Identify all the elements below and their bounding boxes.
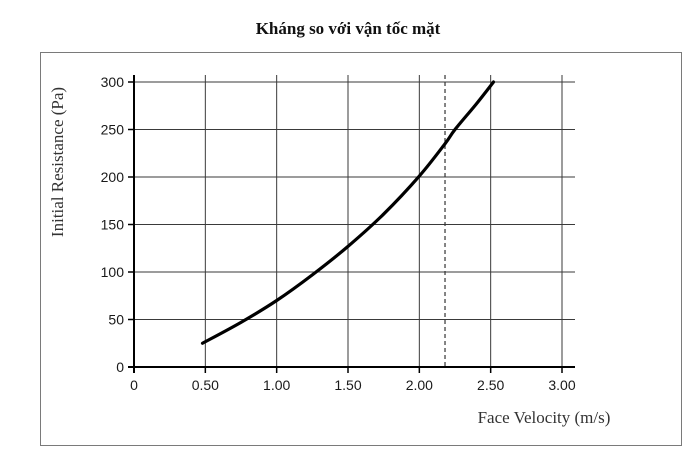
x-tick-label-3: 1.50 [334, 377, 361, 393]
y-tick-label-4: 200 [101, 169, 125, 185]
x-tick-label-4: 2.00 [406, 377, 433, 393]
x-tick-label-2: 1.00 [263, 377, 290, 393]
series-line [200, 80, 496, 345]
y-tick-label-6: 300 [101, 74, 125, 90]
x-tick-label-5: 2.50 [477, 377, 504, 393]
x-tick-labels: 0 0.50 1.00 1.50 2.00 2.50 3.00 [130, 377, 576, 393]
x-tick-label-6: 3.00 [548, 377, 575, 393]
y-tick-labels: 0 50 100 150 200 250 300 [101, 74, 125, 375]
y-tick-label-2: 100 [101, 264, 125, 280]
grid-lines [134, 75, 575, 367]
y-tick-label-3: 150 [101, 217, 125, 233]
y-tick-label-5: 250 [101, 122, 125, 138]
y-tick-label-1: 50 [108, 312, 124, 328]
chart-title: Kháng so với vận tốc mặt [255, 19, 441, 38]
x-tick-label-0: 0 [130, 377, 138, 393]
x-tick-label-1: 0.50 [192, 377, 219, 393]
y-tick-label-0: 0 [116, 359, 124, 375]
chart-frame [40, 52, 682, 446]
y-axis-label: Initial Resistance (Pa) [48, 87, 67, 237]
axes [128, 75, 575, 373]
x-axis-label: Face Velocity (m/s) [478, 408, 611, 427]
